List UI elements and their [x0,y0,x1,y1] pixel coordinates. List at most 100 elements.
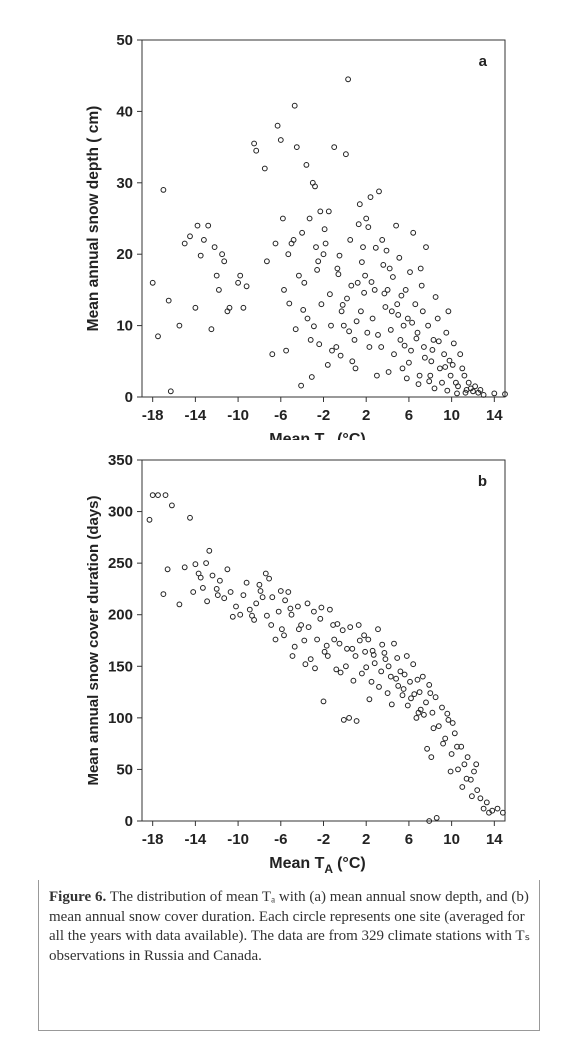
data-point [251,140,258,147]
data-point [336,640,343,647]
data-point [477,387,484,393]
data-point [359,259,365,266]
x-tick-label: 10 [443,407,460,424]
data-point [403,653,410,659]
data-point [439,704,445,711]
data-point [213,586,220,592]
data-point [442,735,449,742]
data-point [155,492,161,498]
data-point [423,699,429,706]
data-point [375,626,381,633]
x-tick-label: 14 [486,407,503,424]
data-point [333,666,340,673]
data-point [404,315,411,322]
data-point [259,594,266,601]
data-point [187,233,193,240]
data-point [331,636,338,643]
data-point [162,492,169,498]
data-point [385,663,392,670]
data-point [430,725,437,732]
data-point [410,229,417,236]
y-tick-label: 200 [108,607,133,624]
data-point [279,626,285,633]
data-point [387,327,394,333]
data-point [315,258,322,265]
x-tick-label: 6 [405,831,413,848]
data-point [336,252,343,259]
data-point [463,775,470,782]
data-point [469,793,475,800]
data-point [287,605,294,612]
data-point [371,660,378,667]
data-point [378,344,385,350]
data-point [402,287,409,293]
data-point [356,637,363,644]
data-point [318,604,325,611]
data-point [316,341,323,348]
data-point [226,304,233,311]
data-point [302,661,309,668]
data-point [176,322,183,329]
data-point [376,684,382,690]
data-point [343,151,349,158]
data-point [489,807,496,814]
data-point [414,329,421,336]
data-point [415,709,422,716]
data-point [243,283,250,290]
data-point [381,290,388,297]
data-point [426,378,433,385]
data-point [418,282,425,289]
data-point [301,637,308,644]
data-point [428,754,435,761]
data-point [401,342,408,349]
data-point [363,664,370,671]
data-point [446,357,453,364]
data-point [378,668,385,675]
data-point [306,215,313,222]
data-point [367,194,374,201]
data-point [286,300,293,307]
data-point [322,240,329,247]
data-point [355,221,362,228]
x-axis-label: Mean TA(°C) [269,431,365,440]
data-point [435,723,442,730]
data-point [430,337,437,343]
caption-box: Figure 6. The distribution of mean Tₐ wi… [38,880,540,1031]
data-point [328,322,334,329]
data-point [337,669,344,676]
x-axis-label: Mean TA(°C) [269,855,365,876]
data-point [308,374,315,380]
data-point [324,653,331,659]
data-point [380,262,387,268]
data-point [146,516,153,523]
data-point [362,648,369,655]
data-point [334,621,341,627]
data-point [383,247,390,254]
x-tick-label: 6 [405,407,413,424]
data-point [327,291,333,298]
x-tick-label: 14 [486,831,503,848]
data-point [449,720,456,726]
data-point [205,222,212,229]
data-point [291,102,298,109]
data-point [281,287,287,293]
data-point [365,636,372,643]
data-point [211,244,218,251]
data-point [395,312,402,318]
data-point [382,656,389,663]
data-point [340,322,347,329]
data-point [289,653,296,659]
data-point [235,279,242,286]
y-axis-label: Mean annual snow depth ( cm) [85,106,102,332]
data-point [473,761,480,768]
data-point [339,627,346,634]
data-point [274,122,281,129]
data-point [291,643,298,650]
data-point [376,188,382,195]
data-point [288,611,295,618]
data-point [391,351,397,358]
data-point [243,579,250,586]
data-point [337,352,344,359]
data-point [401,671,408,678]
